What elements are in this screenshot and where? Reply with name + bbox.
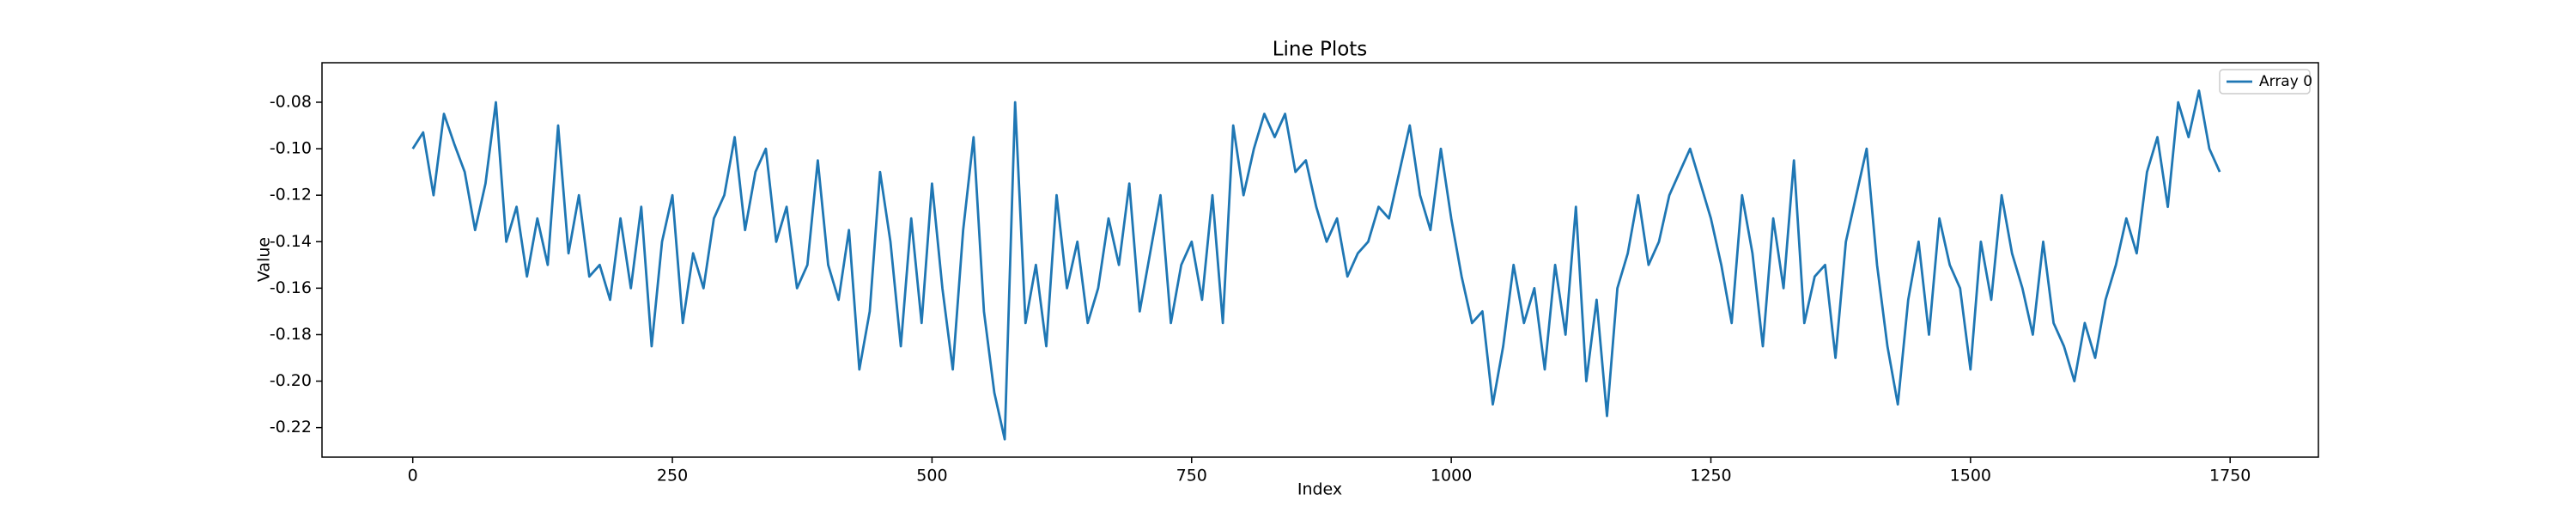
y-tick-label: -0.08: [270, 92, 312, 111]
y-tick-label: -0.14: [270, 232, 312, 251]
y-tick-label: -0.22: [270, 418, 312, 437]
data-line: [411, 89, 2221, 441]
y-tick-label: -0.18: [270, 325, 312, 344]
plot-frame: [321, 62, 2319, 458]
y-tick-label: -0.20: [270, 371, 312, 390]
x-tick-label: 500: [916, 467, 947, 485]
x-tick-label: 1500: [1950, 467, 1991, 485]
x-tick-label: 250: [657, 467, 688, 485]
x-axis-label: Index: [1297, 480, 1342, 499]
x-tick-label: 750: [1176, 467, 1207, 485]
x-tick-label: 1000: [1431, 467, 1472, 485]
x-tick-label: 0: [408, 467, 418, 485]
y-axis-label: Value: [255, 237, 274, 282]
y-tick-label: -0.16: [270, 278, 312, 297]
legend-label: Array 0: [2259, 73, 2312, 90]
legend-box: [2219, 69, 2311, 95]
chart-title: Line Plots: [1273, 39, 1368, 61]
y-tick-label: -0.12: [270, 186, 312, 205]
y-tick-label: -0.10: [270, 139, 312, 158]
x-tick-label: 1750: [2209, 467, 2251, 485]
x-tick-label: 1250: [1690, 467, 1731, 485]
